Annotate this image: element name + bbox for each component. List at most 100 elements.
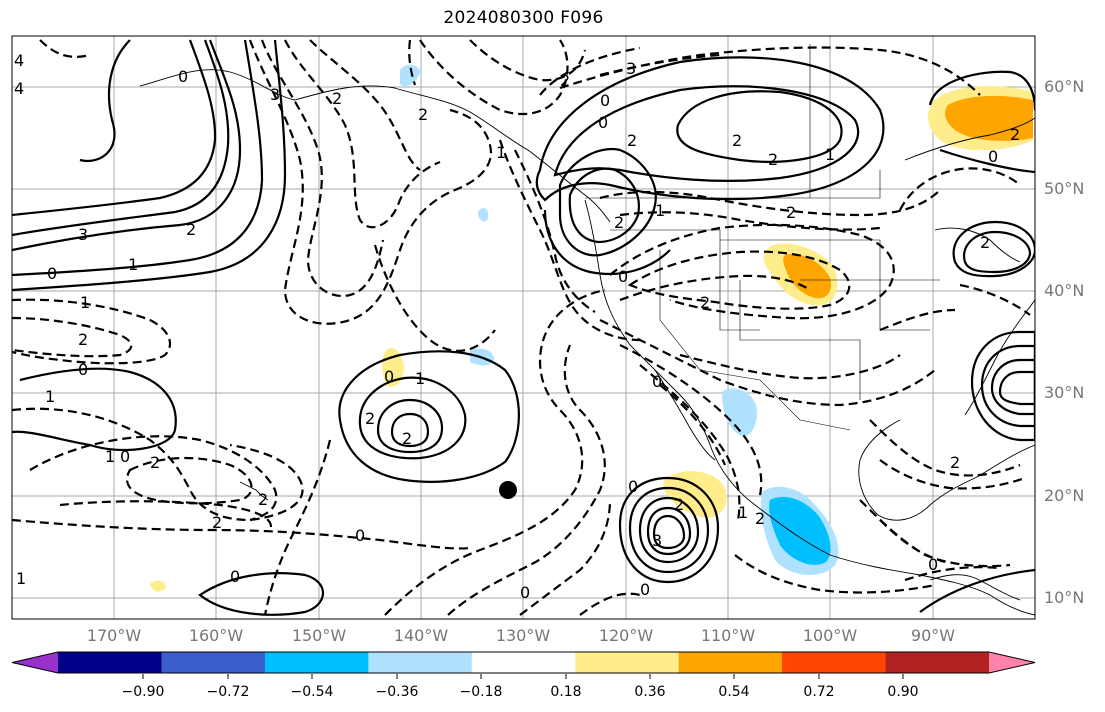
contour-label: 2	[980, 233, 990, 252]
shade-orange-plains	[783, 253, 832, 299]
contour-label: 1	[45, 387, 55, 406]
contour-label: 4	[14, 79, 24, 98]
colorbar-segment	[885, 652, 990, 673]
contour-label: 2	[627, 131, 637, 150]
contour-label: 0	[598, 113, 608, 132]
lat-label: 40°N	[1044, 281, 1085, 300]
coast-mexico-south	[754, 504, 1035, 616]
contour-label: 3	[652, 531, 662, 550]
map-frame	[11, 35, 1036, 620]
contour-label: 2	[258, 490, 268, 509]
colorbar-label: −0.18	[459, 684, 503, 700]
colorbar-label: −0.36	[375, 684, 419, 700]
contour-label: 1	[738, 503, 748, 522]
contour-label: 2	[768, 150, 778, 169]
colorbar-label: 0.36	[634, 684, 666, 700]
contour-label: 1	[825, 145, 835, 164]
contour-label: 0	[384, 367, 394, 386]
colorbar-segment	[678, 652, 783, 673]
lon-label: 140°W	[393, 626, 449, 645]
contour-label: 0	[640, 580, 650, 599]
lat-label: 50°N	[1044, 179, 1085, 198]
contour-label: 2	[732, 131, 742, 150]
contour-label: 2	[700, 293, 710, 312]
contour-label: 2	[212, 513, 222, 532]
colorbar-label: −0.54	[290, 684, 334, 700]
lat-label: 20°N	[1044, 486, 1085, 505]
contour-label: 0	[520, 583, 530, 602]
contour-label: 2	[402, 429, 412, 448]
colorbar-extend-low	[12, 652, 58, 673]
contour-label: 2	[950, 453, 960, 472]
coast-west-north-america	[584, 199, 756, 506]
contour-label: 0	[120, 447, 130, 466]
shade-blue-baja	[722, 388, 758, 437]
colorbar-extend-high	[989, 652, 1035, 673]
contour-pacific-high	[338, 350, 520, 483]
contour-label: 0	[618, 267, 628, 286]
contour-label: 4	[14, 51, 24, 70]
shade-blue-gulf	[478, 208, 489, 222]
shaded-regions	[150, 64, 1033, 592]
contour-label: 0	[600, 91, 610, 110]
gridlines	[12, 36, 1035, 619]
contour-label: 2	[186, 220, 196, 239]
contour-label: 2	[1040, 235, 1050, 254]
map-title: 2024080300 F096	[443, 8, 604, 28]
colorbar-label: −0.90	[121, 684, 165, 700]
colorbar-segment	[264, 652, 369, 673]
contour-label: 0	[355, 526, 365, 545]
shade-blue-mexico-inner	[769, 496, 831, 565]
lon-label: 120°W	[598, 626, 654, 645]
contour-label: 0	[928, 555, 938, 574]
shade-yellow-tiny-south	[150, 580, 166, 592]
colorbar-label: 0.18	[550, 684, 582, 700]
colorbar-segment	[471, 652, 576, 673]
shade-blue-alaska	[400, 64, 420, 87]
contour-label: 1	[496, 143, 506, 162]
lat-label: 60°N	[1044, 77, 1085, 96]
contour-north-high	[535, 56, 885, 202]
contour-hurricane-outer	[618, 476, 720, 584]
contour-label: 0	[628, 477, 638, 496]
contour-label: 1	[128, 255, 138, 274]
coastlines	[139, 69, 1035, 616]
lon-label: 160°W	[188, 626, 244, 645]
contour-label: 2	[560, 71, 570, 90]
contour-label: 1	[655, 201, 665, 220]
contour-label: 0	[988, 147, 998, 166]
shade-orange-hudson	[945, 95, 1033, 141]
colorbar	[11, 651, 1036, 674]
contour-label: 2	[674, 495, 684, 514]
contour-labels: 4 4 3 0 1 2 3 0 1 2 0 1 0 1 2 2 2 1 0 0 …	[14, 51, 1050, 602]
contour-label: 0	[230, 567, 240, 586]
lon-label: 110°W	[700, 626, 756, 645]
contour-label: 1	[415, 369, 425, 388]
colorbar-segment	[368, 652, 473, 673]
contour-label: 2	[1010, 125, 1020, 144]
lon-label: 90°W	[910, 626, 956, 645]
coast-gulf	[858, 419, 1035, 521]
contour-label: 2	[78, 330, 88, 349]
contour-label: 2	[365, 409, 375, 428]
coast-alaska	[139, 69, 611, 223]
colorbar-segment	[782, 652, 887, 673]
lon-label: 130°W	[495, 626, 551, 645]
lat-label: 30°N	[1044, 383, 1085, 402]
contour-label: 3	[78, 225, 88, 244]
contour-label: 2	[150, 453, 160, 472]
contour-label: 1	[16, 569, 26, 588]
colorbar-ticks	[142, 674, 904, 679]
shade-yellow-hurricane	[663, 471, 727, 518]
coast-greatlakes	[934, 227, 1021, 263]
contour-label: 3	[270, 85, 280, 104]
coast-east	[964, 299, 1035, 416]
contour-label: 0	[1040, 365, 1050, 384]
colorbar-segment	[58, 652, 162, 673]
contour-label: 1	[80, 293, 90, 312]
contour-label: 2	[786, 203, 796, 222]
hawaii	[239, 481, 269, 501]
lon-label: 100°W	[802, 626, 858, 645]
lon-label: 150°W	[291, 626, 347, 645]
